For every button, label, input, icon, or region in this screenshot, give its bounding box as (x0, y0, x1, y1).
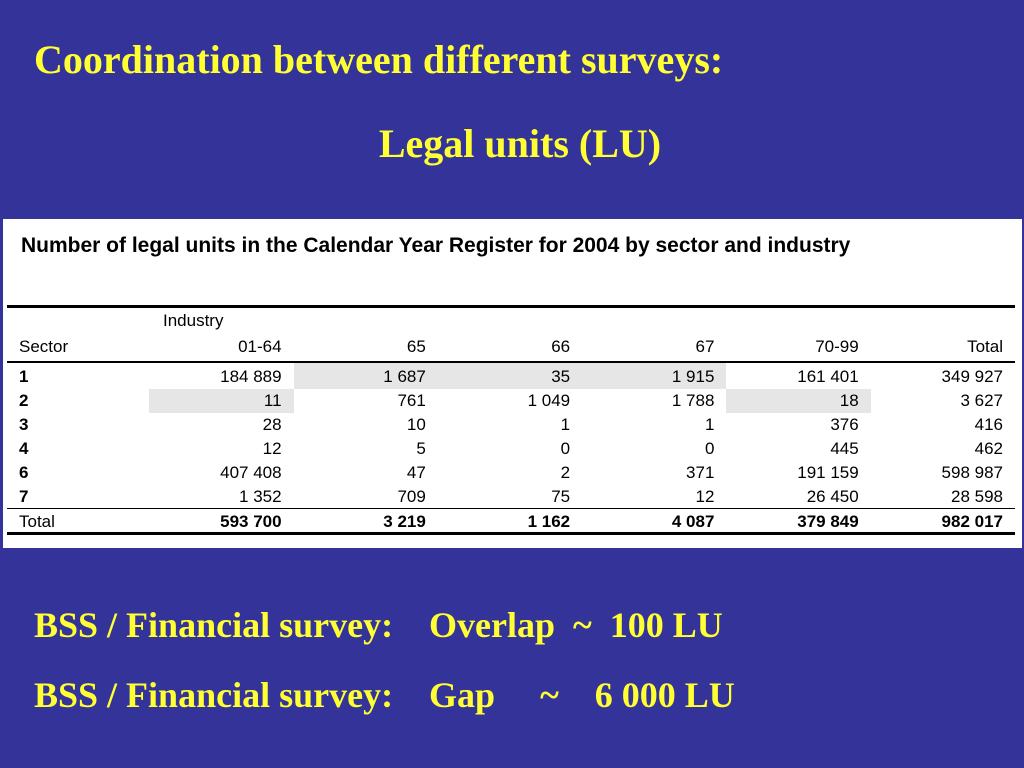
table-cell: 1 352 (239, 487, 282, 506)
table-row: 7 1 352 709 75 12 26 450 28 598 (7, 485, 1015, 509)
table-header-rule (7, 361, 1015, 363)
table-cell: 35 (437, 361, 583, 389)
table-cell: 191 159 (797, 463, 859, 482)
column-header: 67 (695, 337, 715, 356)
table-cell: 12 (695, 487, 715, 506)
table-cell: 75 (551, 487, 571, 506)
legal-units-table: Sector 01-64 65 66 67 70-99 Total 1 184 … (7, 333, 1015, 535)
table-top-rule (7, 305, 1015, 308)
table-cell: 349 927 (941, 367, 1003, 386)
total-cell: 379 849 (797, 512, 859, 531)
table-cell: 28 (262, 415, 282, 434)
table-cell: 1 915 (582, 361, 727, 389)
table-caption: Number of legal units in the Calendar Ye… (21, 234, 851, 257)
table-cell: 1 (560, 415, 571, 434)
table-cell: 0 (704, 439, 715, 458)
table-cell: 3 627 (960, 391, 1003, 410)
table-row: 4 12 5 0 0 445 462 (7, 437, 1015, 461)
table-cell: 376 (830, 415, 859, 434)
total-cell: 1 162 (527, 512, 571, 531)
column-header: 66 (551, 337, 571, 356)
sector-cell: 4 (19, 439, 29, 458)
table-header-row: Sector 01-64 65 66 67 70-99 Total (7, 333, 1015, 361)
table-cell: 1 (704, 415, 715, 434)
table-cell: 5 (416, 439, 426, 458)
table-cell: 407 408 (220, 463, 282, 482)
table-cell: 26 450 (806, 487, 859, 506)
table-cell: 1 687 (293, 361, 438, 389)
table-cell: 2 (560, 463, 571, 482)
table-cell: 10 (406, 415, 426, 434)
table-total-row: Total 593 700 3 219 1 162 4 087 379 849 … (7, 509, 1015, 535)
column-header: 01-64 (238, 337, 282, 356)
total-label-cell: Total (19, 512, 55, 531)
table-cell: 462 (974, 439, 1003, 458)
table-row: 6 407 408 47 2 371 191 159 598 987 (7, 461, 1015, 485)
column-header: Total (967, 337, 1003, 356)
table-cell: 0 (560, 439, 571, 458)
table-cell: 598 987 (941, 463, 1003, 482)
legal-units-table-panel: Number of legal units in the Calendar Ye… (3, 219, 1022, 548)
table-cell: 184 889 (220, 367, 282, 386)
table-cell: 761 (397, 391, 426, 410)
table-row: 1 184 889 1 687 35 1 915 161 401 349 927 (7, 361, 1015, 389)
table-bottom-rule (7, 532, 1015, 535)
table-cell: 47 (406, 463, 426, 482)
total-cell: 593 700 (220, 512, 282, 531)
table-row: 2 11 761 1 049 1 788 18 3 627 (7, 389, 1015, 413)
gap-statement: BSS / Financial survey: Gap ~ 6 000 LU (34, 675, 735, 715)
table-total-rule (7, 508, 1015, 509)
total-cell: 3 219 (383, 512, 426, 531)
column-header: 65 (406, 337, 426, 356)
sector-cell: 3 (19, 415, 29, 434)
table-row: 3 28 10 1 1 376 416 (7, 413, 1015, 437)
sector-cell: 7 (19, 487, 29, 506)
sector-cell: 2 (19, 391, 29, 410)
overlap-statement: BSS / Financial survey: Overlap ~ 100 LU (34, 605, 723, 645)
total-cell: 982 017 (941, 512, 1003, 531)
slide-title: Coordination between different surveys: (34, 37, 724, 82)
sector-cell: 1 (19, 367, 29, 386)
table-cell: 11 (149, 389, 294, 413)
table-cell: 416 (974, 415, 1003, 434)
table-cell: 12 (262, 439, 282, 458)
industry-header-label: Industry (163, 311, 224, 330)
table-cell: 161 401 (797, 367, 859, 386)
table-cell: 1 788 (671, 391, 715, 410)
table-cell: 1 049 (527, 391, 571, 410)
sector-cell: 6 (19, 463, 29, 482)
table-cell: 371 (686, 463, 715, 482)
table-cell: 445 (830, 439, 859, 458)
slide-subtitle: Legal units (LU) (378, 121, 662, 166)
column-header: Sector (19, 337, 69, 356)
column-header: 70-99 (815, 337, 859, 356)
total-cell: 4 087 (671, 512, 715, 531)
table-cell: 28 598 (951, 487, 1003, 506)
table-cell: 18 (726, 389, 871, 413)
table-cell: 709 (397, 487, 426, 506)
